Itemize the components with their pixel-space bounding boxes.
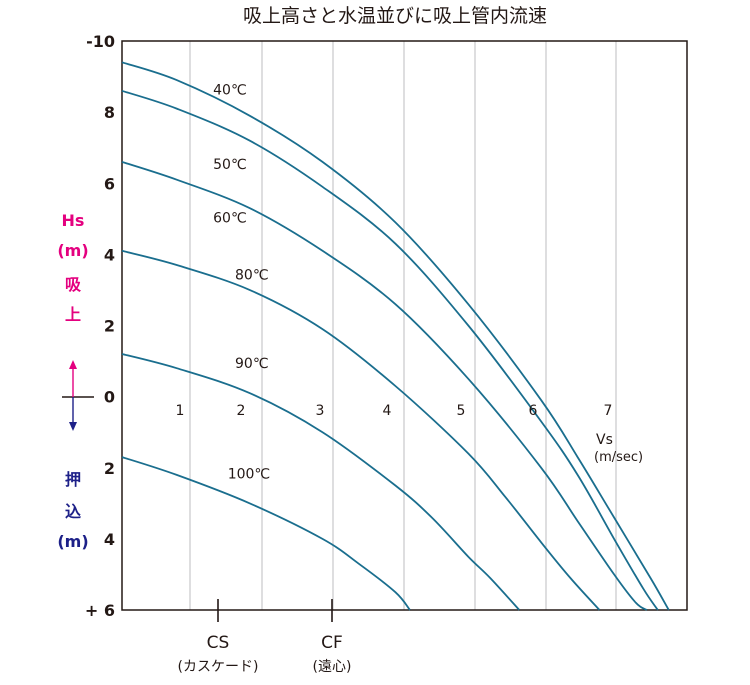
y-tick-label: 4 xyxy=(104,530,115,549)
x-tick-label: 2 xyxy=(237,403,246,419)
y-tick-label: -10 xyxy=(86,32,115,51)
y-tick-label: 4 xyxy=(104,245,115,264)
y-axis-lower-label: (m) xyxy=(57,532,88,551)
series-line-100℃ xyxy=(121,456,411,611)
down-arrow-icon xyxy=(69,422,77,431)
markers: CS (カスケード) CF (遠心) xyxy=(178,599,352,675)
y-axis-upper-label: 上 xyxy=(65,305,81,324)
y-axis-upper-label: (m) xyxy=(57,241,88,260)
series-labels: 40℃ 50℃ 60℃ 80℃ 90℃ 100℃ xyxy=(213,82,270,482)
series-line-50℃ xyxy=(121,89,659,611)
series-label: 60℃ xyxy=(213,210,247,226)
x-axis-label: Vs xyxy=(596,432,613,448)
series-line-90℃ xyxy=(121,353,520,611)
direction-arrows xyxy=(62,360,94,431)
y-tick-label: 6 xyxy=(104,174,115,193)
series-label: 100℃ xyxy=(228,466,270,482)
marker-sublabel: (遠心) xyxy=(313,659,352,675)
up-arrow-icon xyxy=(69,360,77,369)
y-axis-lower-label: 込 xyxy=(65,502,81,521)
plot-frame xyxy=(121,40,688,611)
y-tick-label: 0 xyxy=(104,388,115,407)
x-tick-label: 3 xyxy=(316,403,325,419)
series-line-80℃ xyxy=(121,249,601,611)
series-line-40℃ xyxy=(121,61,670,611)
series-label: 50℃ xyxy=(213,157,247,173)
marker-label: CS xyxy=(207,633,230,653)
y-axis-upper-label: 吸 xyxy=(65,275,82,294)
marker-label: CF xyxy=(321,633,343,653)
y-tick-label: 8 xyxy=(104,103,115,122)
x-tick-label: 4 xyxy=(383,403,392,419)
grid xyxy=(121,40,688,611)
series-line-60℃ xyxy=(121,161,648,611)
x-tick-labels: 1 2 3 4 5 6 7 xyxy=(176,403,613,419)
y-tick-label: 2 xyxy=(104,459,115,478)
chart-title: 吸上高さと水温並びに吸上管内流速 xyxy=(243,5,547,27)
x-tick-label: 5 xyxy=(457,403,466,419)
series-label: 90℃ xyxy=(235,356,269,372)
x-tick-label: 1 xyxy=(176,403,185,419)
series-label: 40℃ xyxy=(213,82,247,98)
y-tick-label: 2 xyxy=(104,317,115,336)
y-axis-upper-label: Hs xyxy=(62,211,85,230)
y-axis-lower-label: 押 xyxy=(65,470,81,489)
series-lines xyxy=(121,61,670,611)
x-tick-label: 7 xyxy=(604,403,613,419)
x-tick-label: 6 xyxy=(529,403,538,419)
y-tick-label: + 6 xyxy=(85,601,115,620)
series-label: 80℃ xyxy=(235,267,269,283)
marker-sublabel: (カスケード) xyxy=(178,659,259,675)
y-tick-labels: -10 8 6 4 2 0 2 4 + 6 xyxy=(85,32,115,620)
x-axis-unit: (m/sec) xyxy=(594,450,643,465)
